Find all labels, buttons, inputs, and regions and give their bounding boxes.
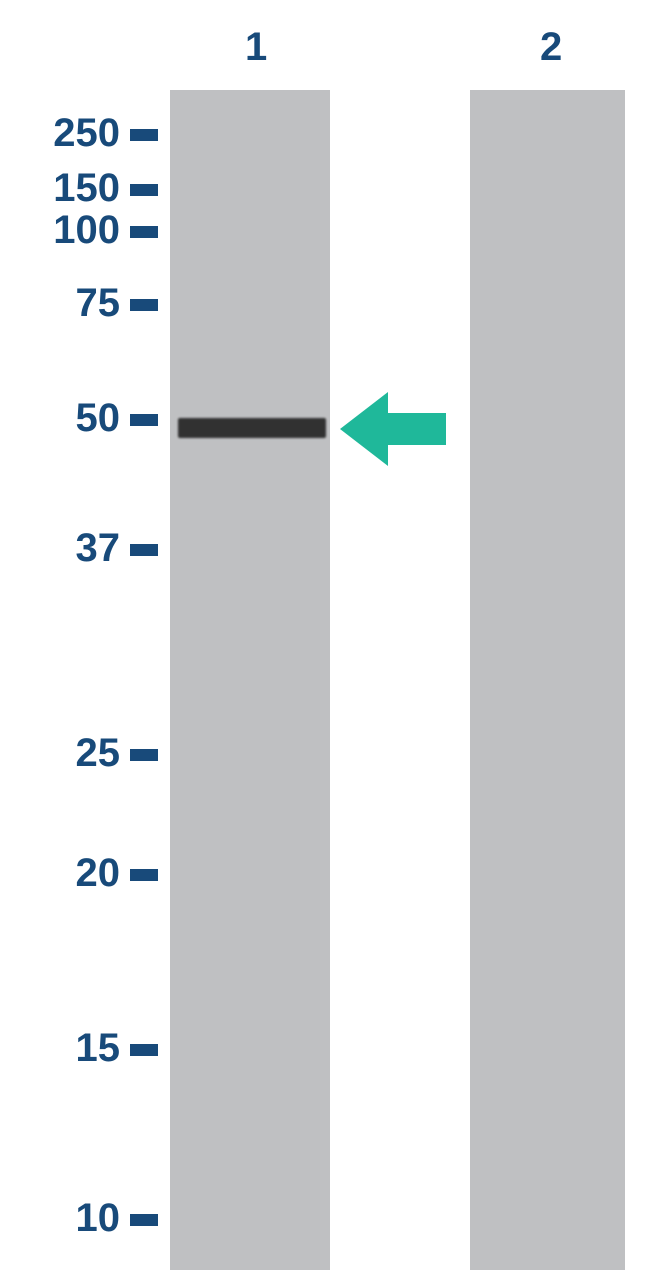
mw-label-50: 50 bbox=[10, 396, 120, 441]
mw-tick-50 bbox=[130, 414, 158, 426]
lane-strip-2 bbox=[470, 90, 625, 1270]
mw-label-250: 250 bbox=[10, 111, 120, 156]
mw-tick-20 bbox=[130, 869, 158, 881]
mw-tick-15 bbox=[130, 1044, 158, 1056]
band-arrow-icon bbox=[340, 392, 446, 466]
lane-label-1: 1 bbox=[245, 25, 267, 70]
mw-label-20: 20 bbox=[10, 851, 120, 896]
mw-tick-25 bbox=[130, 749, 158, 761]
mw-tick-75 bbox=[130, 299, 158, 311]
mw-tick-10 bbox=[130, 1214, 158, 1226]
mw-label-10: 10 bbox=[10, 1196, 120, 1241]
blot-canvas: 1 2 250 150100 75 50 37 25 20 15 10 bbox=[0, 0, 650, 1270]
mw-tick-37 bbox=[130, 544, 158, 556]
mw-tick-150 bbox=[130, 184, 158, 196]
lane-label-2: 2 bbox=[540, 25, 562, 70]
mw-label-15: 15 bbox=[10, 1026, 120, 1071]
mw-label-37: 37 bbox=[10, 526, 120, 571]
mw-label-75: 75 bbox=[10, 281, 120, 326]
mw-label-25: 25 bbox=[10, 731, 120, 776]
mw-label-100: 100 bbox=[10, 208, 120, 253]
lane-strip-1 bbox=[170, 90, 330, 1270]
mw-label-150: 150 bbox=[10, 166, 120, 211]
mw-tick-250 bbox=[130, 129, 158, 141]
band-lane1-0 bbox=[178, 418, 326, 438]
mw-tick-100 bbox=[130, 226, 158, 238]
